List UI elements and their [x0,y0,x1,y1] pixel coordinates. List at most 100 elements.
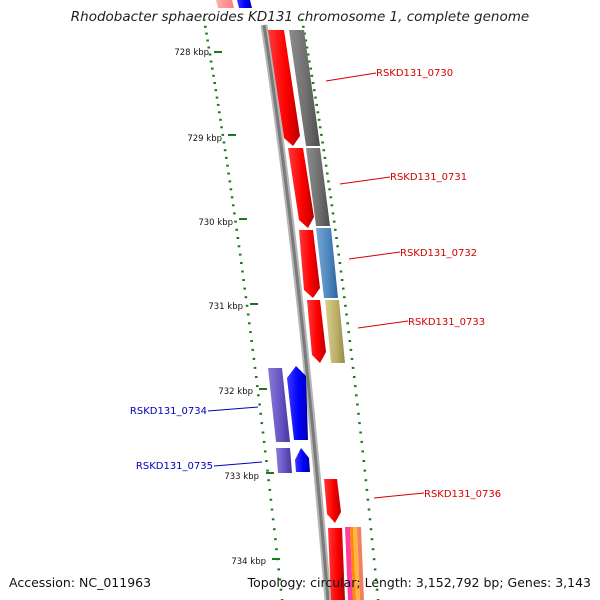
tick-dot [329,196,333,199]
tick-dot [246,313,250,316]
tick-dot [305,46,309,49]
tick-dot [349,348,353,351]
tick-dot [330,204,334,207]
tick-dot [270,508,274,511]
tick-dot [220,126,223,129]
leader-line [357,320,409,329]
cds-feature-next[interactable] [328,528,345,600]
annotation-purple-0734[interactable] [268,368,290,442]
tick-dot [314,96,317,99]
tick-dots-inner [202,19,284,600]
tick-dot [279,588,283,591]
tick-dot [260,422,264,425]
cds-feature-0736[interactable] [324,479,341,523]
gene-label-0733[interactable]: RSKD131_0733 [408,317,485,328]
tick-dot [335,237,338,239]
partial-feature-salmon[interactable] [216,0,234,8]
tick-dot [221,133,225,136]
tick-dot [256,385,259,388]
tick-dot [306,53,310,56]
tick-dot [248,322,251,325]
tick-dot [208,53,212,56]
tick-dot [274,538,277,541]
annotation-grey-0731[interactable] [306,148,330,226]
tick-dot [227,172,230,175]
tick-dot [268,488,272,491]
cds-feature-0733[interactable] [307,300,326,363]
cds-feature-0731[interactable] [288,148,314,228]
tick-dot [328,188,331,191]
tick-dot [278,578,282,581]
partial-feature-blue[interactable] [237,0,252,8]
tick-dot [267,479,270,482]
tick-dot [327,180,330,183]
tick-dot [207,46,211,49]
tick-dot [302,25,305,28]
leader-line [325,72,377,82]
tick-dot [318,126,322,129]
tick-dot [253,366,257,369]
tick-dot [339,270,343,273]
tick-dot [336,245,339,248]
annotation-multicolor-next[interactable] [345,527,364,600]
tick-dot [271,518,275,521]
cds-feature-0734[interactable] [287,366,308,440]
tick-dot [205,32,208,35]
leader-line [339,176,391,185]
tick-dot [216,103,220,106]
tick-dot [304,39,308,42]
gene-label-0731[interactable]: RSKD131_0731 [390,172,467,183]
cds-feature-0732[interactable] [299,230,320,298]
tick-dot [345,313,348,316]
gene-label-0734[interactable]: RSKD131_0734 [130,406,207,417]
tick-dot [322,149,326,152]
leader-line [213,461,263,467]
tick-dot [219,118,222,121]
tick-dot [234,220,237,223]
tick-dot [259,412,262,415]
tick-dot [204,25,207,28]
annotation-steel-0732[interactable] [316,228,338,298]
annotation-grey-0730[interactable] [289,30,320,146]
tick-dot [351,366,355,369]
tick-dot [236,237,240,239]
gene-label-0736[interactable]: RSKD131_0736 [424,489,501,500]
tick-dot [202,19,206,21]
kbp-ticks: 728 kbp 729 kbp 730 kbp 731 kbp 732 kbp … [174,48,280,567]
tick-dot [324,164,328,167]
tick-dot [367,508,371,511]
tick-dot [206,39,209,42]
tick-label-734: 734 kbp [231,557,266,567]
gene-label-0735[interactable]: RSKD131_0735 [136,461,213,472]
tick-dot [366,498,370,501]
tick-dot [348,340,352,342]
tick-dot [346,322,349,325]
tick-dot [334,228,337,231]
annotation-purple-0735[interactable] [276,448,292,473]
tick-dot [331,212,335,215]
tick-label-733: 733 kbp [224,472,259,482]
tick-dot [223,149,227,152]
gene-label-0730[interactable]: RSKD131_0730 [376,68,453,79]
cds-feature-0735[interactable] [295,448,310,472]
tick-dot [311,82,315,84]
tick-dot [222,141,226,144]
tick-dot [266,469,269,472]
tick-dot [254,376,258,378]
tick-dot [369,528,373,531]
tick-dot [358,422,361,425]
accession-text: Accession: NC_011963 [9,575,152,590]
tick-dot [368,518,372,521]
tick-dot [326,172,329,175]
tick-dot [341,287,345,290]
cds-feature-0730[interactable] [268,30,300,146]
gene-label-0732[interactable]: RSKD131_0732 [400,248,477,259]
tick-dot [362,460,366,462]
tick-dot [320,133,323,136]
annotation-khaki-0733[interactable] [325,300,345,363]
tick-dot [235,228,238,231]
tick-dot [363,469,367,472]
tick-dot [218,111,221,114]
tick-dot [340,279,344,281]
